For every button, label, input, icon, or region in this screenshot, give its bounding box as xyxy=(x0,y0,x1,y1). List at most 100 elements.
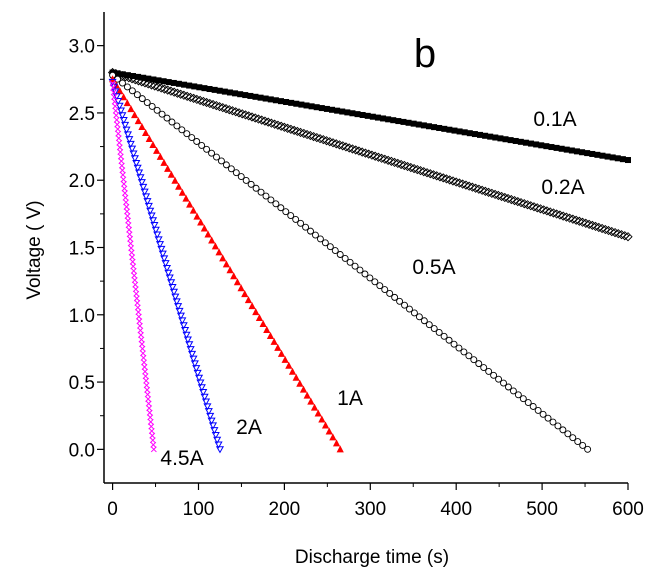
data-point xyxy=(272,200,280,208)
data-point xyxy=(259,320,267,328)
data-point xyxy=(170,79,177,86)
series-label-0-1a: 0.1A xyxy=(533,108,576,131)
data-point xyxy=(307,397,315,405)
data-point xyxy=(138,95,146,103)
data-point xyxy=(307,227,314,235)
data-point xyxy=(460,348,468,356)
data-point xyxy=(130,155,139,163)
data-point xyxy=(401,301,408,309)
data-point xyxy=(430,325,438,333)
panel-label: b xyxy=(414,32,436,76)
data-point xyxy=(609,154,616,161)
data-point xyxy=(277,349,286,357)
data-point xyxy=(153,106,161,114)
data-point xyxy=(568,147,575,154)
data-point xyxy=(543,143,550,150)
data-point xyxy=(247,180,255,188)
y-tick-label: 0.5 xyxy=(69,373,95,394)
data-point xyxy=(321,421,330,429)
data-point xyxy=(148,217,158,225)
data-point xyxy=(625,157,631,164)
data-point xyxy=(165,79,172,86)
data-point xyxy=(528,140,535,147)
data-point xyxy=(400,118,407,125)
data-point xyxy=(296,379,304,387)
data-point xyxy=(385,116,392,123)
data-point xyxy=(480,364,488,371)
data-point xyxy=(517,138,524,145)
data-point xyxy=(584,445,592,453)
data-point xyxy=(156,152,164,160)
data-point xyxy=(359,111,366,118)
x-tick-label: 0 xyxy=(107,499,118,520)
data-point xyxy=(188,350,197,358)
data-point xyxy=(263,325,271,333)
data-point xyxy=(140,74,147,81)
data-point xyxy=(129,150,138,158)
series-layer xyxy=(107,67,633,454)
data-point xyxy=(146,207,155,215)
data-point xyxy=(167,170,175,178)
data-point xyxy=(331,247,339,255)
data-point xyxy=(495,375,503,383)
data-point xyxy=(420,317,428,325)
data-point xyxy=(247,92,254,99)
data-point xyxy=(435,328,443,336)
data-point xyxy=(325,427,333,435)
data-point xyxy=(316,235,324,243)
x-axis-title: Discharge time (s) xyxy=(295,547,449,568)
data-point xyxy=(134,117,142,125)
series-0-1a xyxy=(109,69,631,164)
data-point xyxy=(431,124,438,131)
data-point xyxy=(196,84,203,91)
data-point xyxy=(186,200,194,208)
data-point xyxy=(321,239,329,247)
data-point xyxy=(390,117,397,124)
data-point xyxy=(288,367,297,375)
data-point xyxy=(326,243,334,251)
data-point xyxy=(183,130,191,138)
data-point xyxy=(193,138,201,145)
data-point xyxy=(386,290,394,297)
data-point xyxy=(175,182,183,190)
data-point xyxy=(405,119,412,126)
data-point xyxy=(126,140,135,149)
data-point xyxy=(500,379,507,387)
data-point xyxy=(125,136,134,144)
data-point xyxy=(208,236,216,244)
data-point xyxy=(204,230,212,238)
data-point xyxy=(116,107,126,115)
data-point xyxy=(415,313,423,321)
data-point xyxy=(119,79,126,87)
x-tick-label: 300 xyxy=(354,499,386,520)
data-point xyxy=(136,174,145,182)
data-point xyxy=(356,266,364,274)
data-point xyxy=(164,269,173,277)
data-point xyxy=(554,422,562,430)
data-point xyxy=(281,355,289,363)
data-point xyxy=(477,131,484,138)
data-point xyxy=(252,93,259,100)
data-point xyxy=(242,177,250,184)
data-point xyxy=(471,131,478,138)
y-tick-label: 3.0 xyxy=(69,37,95,58)
data-point xyxy=(186,346,195,354)
data-point xyxy=(151,226,160,234)
data-point xyxy=(451,127,458,134)
data-point xyxy=(140,188,149,196)
series-2a xyxy=(108,78,225,454)
data-point xyxy=(425,123,432,130)
data-point xyxy=(299,385,308,393)
data-point xyxy=(172,298,181,306)
data-point xyxy=(145,75,152,82)
data-point xyxy=(133,164,142,172)
series-label-4-5a: 4.5A xyxy=(160,447,203,470)
data-point xyxy=(579,442,587,449)
data-point xyxy=(548,144,555,151)
data-point xyxy=(175,307,184,316)
data-point xyxy=(213,153,220,161)
data-point xyxy=(559,426,567,434)
data-point xyxy=(138,123,146,131)
data-point xyxy=(533,141,540,148)
data-point xyxy=(482,132,489,139)
